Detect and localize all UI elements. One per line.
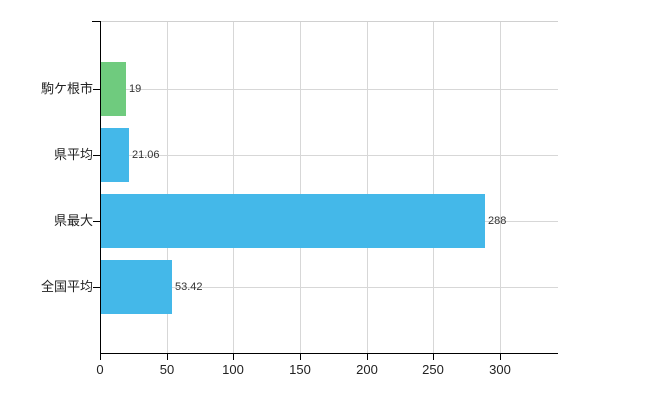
horizontal-gridline bbox=[101, 155, 558, 156]
x-axis-tick bbox=[100, 354, 101, 360]
x-axis-tick bbox=[500, 354, 501, 360]
x-axis-tick-label: 50 bbox=[159, 362, 175, 377]
x-axis-tick bbox=[433, 354, 434, 360]
category-label: 駒ケ根市 bbox=[40, 81, 93, 96]
vertical-gridline bbox=[233, 22, 234, 353]
bar-駒ケ根市 bbox=[101, 62, 126, 116]
vertical-gridline bbox=[300, 22, 301, 353]
x-axis-tick-label: 0 bbox=[96, 362, 104, 377]
x-axis-line bbox=[100, 353, 558, 354]
x-axis-tick-label: 200 bbox=[356, 362, 378, 377]
bar-県平均 bbox=[101, 128, 129, 182]
bar-県最大 bbox=[101, 194, 485, 248]
plot-top-border bbox=[100, 21, 558, 22]
bar-value-label: 21.06 bbox=[132, 149, 160, 161]
bar-全国平均 bbox=[101, 260, 172, 314]
x-axis-tick bbox=[233, 354, 234, 360]
y-axis-tick bbox=[93, 287, 100, 288]
category-label: 県平均 bbox=[53, 147, 93, 162]
x-axis-tick bbox=[367, 354, 368, 360]
vertical-gridline bbox=[167, 22, 168, 353]
horizontal-gridline bbox=[101, 287, 558, 288]
x-axis-tick-label: 300 bbox=[489, 362, 511, 377]
y-axis-line bbox=[100, 21, 101, 353]
x-axis-tick bbox=[300, 354, 301, 360]
y-axis-tick bbox=[93, 89, 100, 90]
vertical-gridline bbox=[367, 22, 368, 353]
category-label: 県最大 bbox=[53, 213, 93, 228]
vertical-gridline bbox=[500, 22, 501, 353]
bar-value-label: 19 bbox=[129, 83, 142, 95]
x-axis-tick-label: 150 bbox=[289, 362, 311, 377]
bar-value-label: 288 bbox=[488, 215, 507, 227]
horizontal-gridline bbox=[101, 89, 558, 90]
category-label: 全国平均 bbox=[40, 279, 93, 294]
x-axis-tick-label: 100 bbox=[222, 362, 244, 377]
y-axis-top-tick bbox=[92, 21, 100, 22]
x-axis-tick-label: 250 bbox=[422, 362, 444, 377]
x-axis-tick bbox=[167, 354, 168, 360]
bar-value-label: 53.42 bbox=[175, 281, 203, 293]
y-axis-tick bbox=[93, 155, 100, 156]
y-axis-tick bbox=[93, 221, 100, 222]
vertical-gridline bbox=[433, 22, 434, 353]
